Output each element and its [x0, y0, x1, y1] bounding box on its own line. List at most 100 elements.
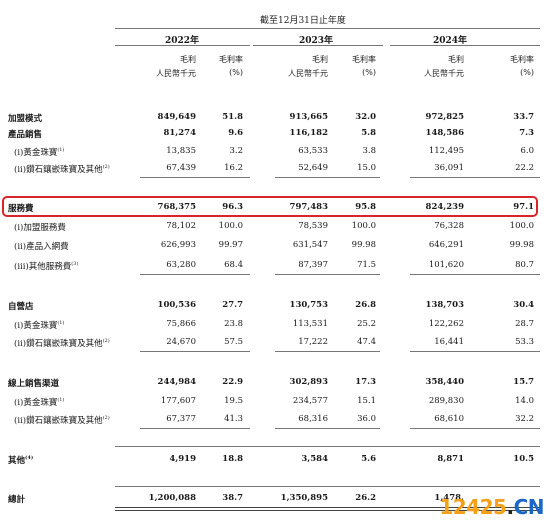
subtotal-rule	[410, 177, 540, 178]
subtotal-rule	[340, 177, 380, 178]
table-cell: 17.3	[355, 377, 376, 387]
subtotal-rule	[340, 351, 380, 352]
table-cell: 78,539	[298, 221, 328, 231]
row-label: (i)加盟服務費	[14, 221, 66, 233]
subtotal-rule	[410, 428, 540, 429]
row-label: (i)黃金珠寶(1)	[14, 396, 64, 408]
table-cell: 8,871	[437, 454, 464, 464]
table-cell: 177,607	[160, 396, 196, 406]
subtotal-rule	[410, 274, 540, 275]
subtotal-rule	[205, 351, 250, 352]
footnote-marker: (1)	[57, 147, 65, 154]
table-cell: 99.98	[509, 240, 534, 250]
table-cell: 15.1	[357, 396, 376, 406]
table-cell: 96.3	[222, 202, 243, 212]
year-header: 2024年	[433, 36, 468, 46]
year-rule	[390, 45, 540, 46]
subtotal-rule	[140, 428, 250, 429]
table-cell: 10.5	[513, 454, 534, 464]
col-margin-header: 毛利率	[352, 55, 376, 64]
row-label-text: (ii)鑽石鑲嵌珠寶及其他	[14, 416, 103, 426]
table-cell: 289,830	[428, 396, 464, 406]
table-cell: 148,586	[425, 128, 464, 138]
table-cell: 41.3	[224, 414, 243, 424]
table-cell: 38.7	[222, 493, 243, 503]
subtotal-rule	[275, 351, 380, 352]
table-cell: 99.97	[218, 240, 243, 250]
table-cell: 6.0	[520, 146, 534, 156]
col-margin-unit: (%)	[229, 68, 243, 77]
table-cell: 25.2	[357, 319, 376, 329]
table-cell: 67,377	[166, 414, 196, 424]
period-header: 截至12月31日止年度	[260, 16, 346, 26]
table-cell: 71.5	[357, 260, 376, 270]
table-cell: 47.4	[357, 337, 376, 347]
total-double-rule	[115, 507, 540, 508]
row-label: (ii)鑽石鑲嵌珠寶及其他(2)	[14, 337, 110, 349]
table-cell: 100.0	[218, 221, 243, 231]
subtotal-rule	[140, 351, 250, 352]
col-margin-unit: (%)	[520, 68, 534, 77]
table-cell: 75,866	[166, 319, 196, 329]
subtotal-rule	[140, 274, 250, 275]
table-cell: 130,753	[289, 300, 328, 310]
table-cell: 22.2	[515, 163, 534, 173]
table-cell: 112,495	[428, 146, 464, 156]
table-cell: 824,239	[425, 202, 464, 212]
table-cell: 358,440	[425, 377, 464, 387]
table-cell: 101,620	[428, 260, 464, 270]
col-margin-header: 毛利率	[510, 55, 534, 64]
row-label: 總計	[8, 493, 25, 505]
row-label-text: (ii)鑽石鑲嵌珠寶及其他	[14, 165, 103, 175]
table-cell: 19.5	[224, 396, 243, 406]
row-label-text: 產品銷售	[8, 130, 43, 140]
table-cell: 28.7	[515, 319, 534, 329]
row-label-text: 自營店	[8, 302, 34, 312]
subtotal-rule	[275, 274, 380, 275]
table-cell: 18.8	[222, 454, 243, 464]
table-cell: 5.6	[361, 454, 376, 464]
row-label: 其他(4)	[8, 454, 33, 466]
footnote-marker: (4)	[25, 455, 34, 462]
row-label: 自營店	[8, 300, 34, 312]
table-cell: 22.9	[222, 377, 243, 387]
row-label: 加盟模式	[8, 112, 42, 124]
table-cell: 100,536	[157, 300, 196, 310]
row-label: (iii)其他服務費(3)	[14, 260, 78, 272]
table-cell: 78,102	[166, 221, 196, 231]
table-cell: 302,893	[289, 377, 328, 387]
table-cell: 51.8	[222, 112, 243, 122]
table-cell: 63,533	[298, 146, 328, 156]
table-cell: 9.6	[228, 128, 243, 138]
row-label-text: (ii)鑽石鑲嵌珠寶及其他	[14, 339, 103, 349]
table-cell: 15.0	[357, 163, 376, 173]
table-cell: 913,665	[289, 112, 328, 122]
watermark-logo: 12425.CN	[439, 495, 544, 519]
row-label: (i)黃金珠寶(1)	[14, 146, 64, 158]
table-cell: 768,375	[157, 202, 196, 212]
table-cell: 16.2	[224, 163, 243, 173]
table-cell: 68,610	[434, 414, 464, 424]
table-cell: 52,649	[298, 163, 328, 173]
table-cell: 1,200,088	[148, 493, 196, 503]
row-label-text: (i)加盟服務費	[14, 223, 66, 233]
year-header: 2023年	[299, 36, 334, 46]
table-cell: 122,262	[428, 319, 464, 329]
footnote-marker: (2)	[102, 415, 110, 422]
others-top-rule	[115, 446, 540, 447]
table-cell: 100.0	[509, 221, 534, 231]
table-cell: 631,547	[292, 240, 328, 250]
table-cell: 63,280	[166, 260, 196, 270]
table-cell: 244,984	[157, 377, 196, 387]
row-label-text: (i)黃金珠寶	[14, 321, 58, 331]
col-margin-header: 毛利率	[219, 55, 243, 64]
row-label-text: (i)黃金珠寶	[14, 398, 58, 408]
row-label: (i)黃金珠寶(1)	[14, 319, 64, 331]
table-cell: 15.7	[513, 377, 534, 387]
table-cell: 234,577	[292, 396, 328, 406]
row-label-text: (ii)產品入網費	[14, 242, 69, 252]
footnote-marker: (1)	[57, 320, 65, 327]
row-label: (ii)鑽石鑲嵌珠寶及其他(2)	[14, 414, 110, 426]
row-label-text: 服務費	[8, 204, 34, 214]
subtotal-rule	[410, 351, 540, 352]
